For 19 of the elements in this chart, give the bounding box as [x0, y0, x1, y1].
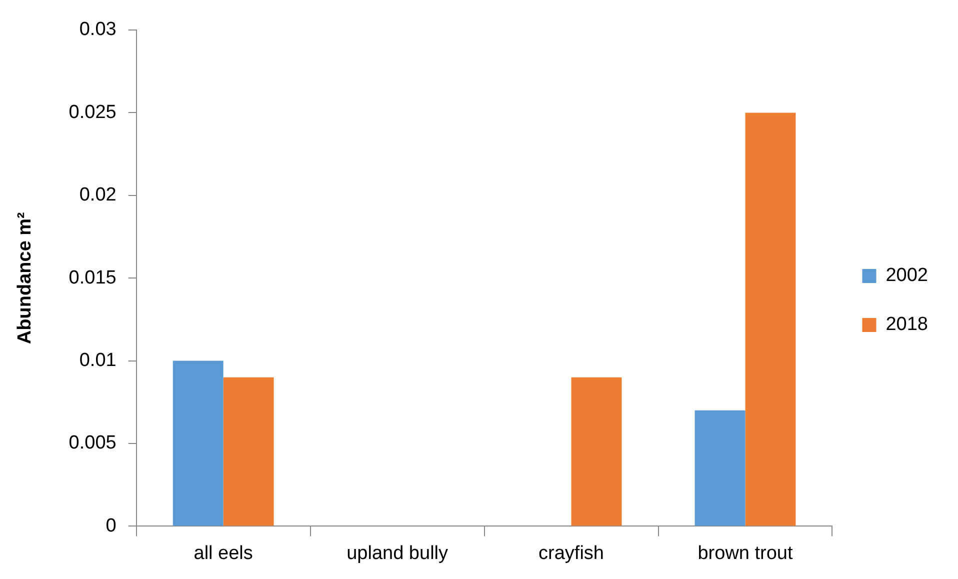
- y-axis-title: Abundance m²: [14, 212, 36, 344]
- bar: [223, 377, 274, 526]
- y-tick-label: 0: [106, 515, 116, 536]
- y-tick-label: 0.03: [79, 19, 116, 40]
- y-tick-label: 0.005: [68, 432, 116, 454]
- y-tick-label: 0.02: [79, 184, 116, 206]
- bar: [745, 112, 796, 526]
- y-tick-label: 0.015: [68, 267, 116, 288]
- x-tick-label: brown trout: [698, 542, 794, 564]
- bar: [172, 360, 224, 526]
- x-tick-label: all eels: [194, 542, 253, 564]
- bar: [694, 410, 746, 526]
- legend-label: 2002: [886, 265, 928, 286]
- y-tick-label: 0.025: [68, 102, 116, 123]
- x-tick-label: upland bully: [346, 542, 449, 564]
- x-tick-label: crayfish: [538, 542, 604, 564]
- y-tick-label: 0.01: [79, 350, 116, 372]
- bar: [571, 377, 622, 526]
- legend-label: 2018: [886, 314, 928, 336]
